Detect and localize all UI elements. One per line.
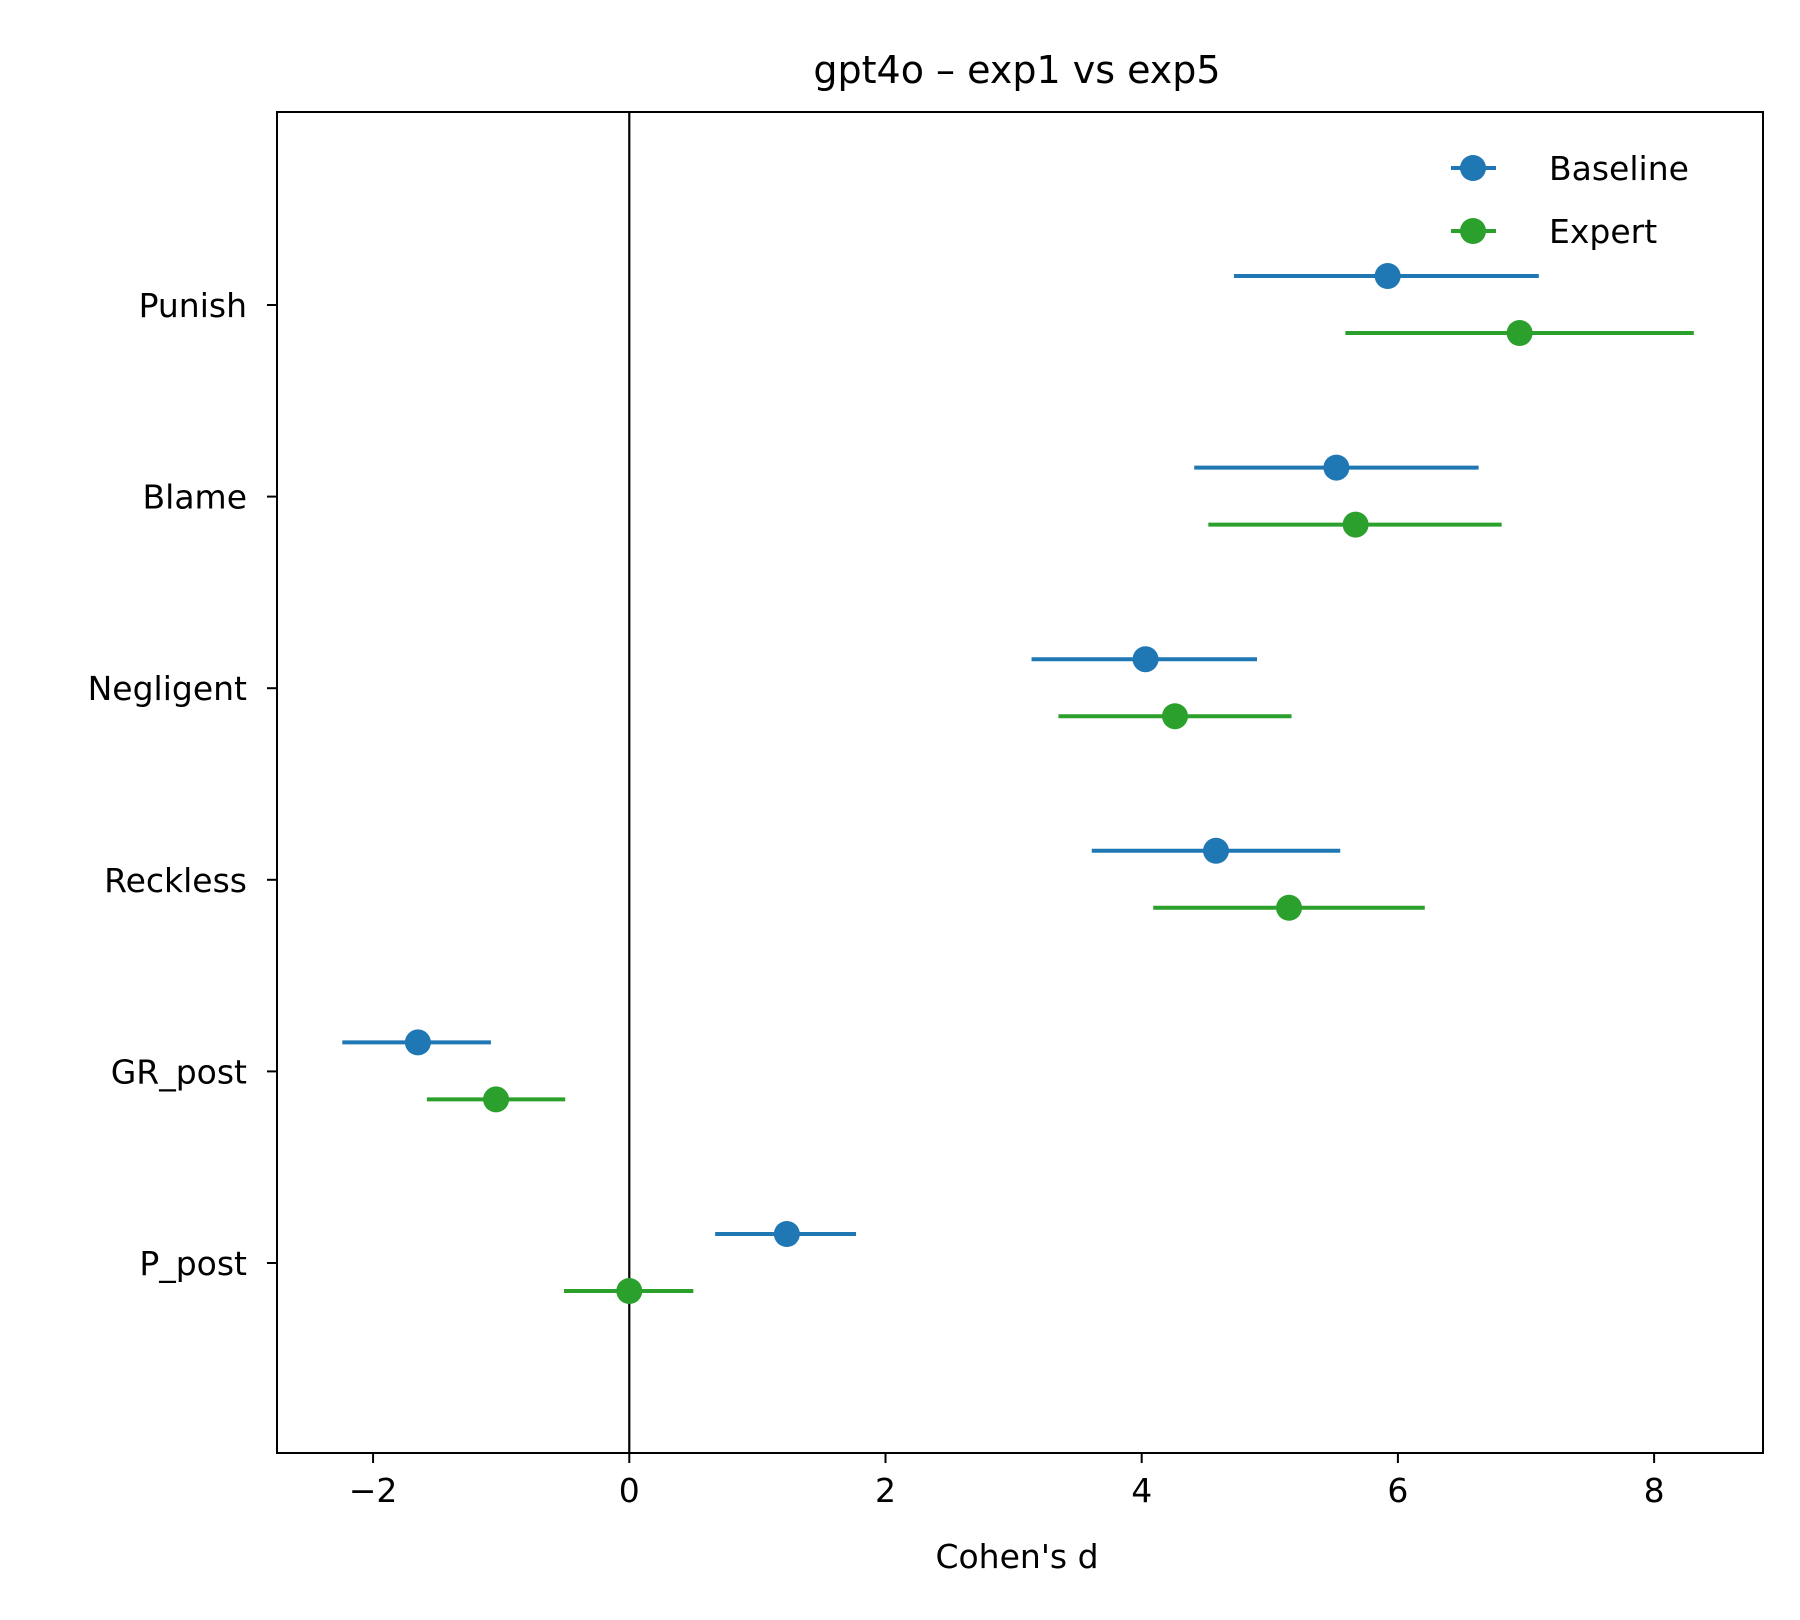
plot-frame xyxy=(276,111,1764,1454)
data-point xyxy=(1132,646,1159,673)
data-point xyxy=(404,1029,431,1056)
data-point xyxy=(1374,263,1401,289)
y-tick-label: Negligent xyxy=(88,669,247,708)
x-tick-label: 0 xyxy=(619,1471,640,1510)
data-point xyxy=(773,1221,800,1247)
x-tick-label: 6 xyxy=(1387,1471,1408,1510)
legend-marker xyxy=(1460,218,1486,244)
chart-title: gpt4o – exp1 vs exp5 xyxy=(813,48,1220,92)
plot-area: −2 0 2 4 6 8 Punish Blame Negligent Reckless GR_po… xyxy=(88,111,1764,1510)
data-point xyxy=(1323,454,1350,481)
y-tick-label: Reckless xyxy=(104,861,247,900)
data-point xyxy=(1162,703,1189,730)
data-point xyxy=(1202,837,1229,864)
data-point xyxy=(483,1086,510,1113)
y-tick-label: GR_post xyxy=(111,1052,247,1091)
data-point xyxy=(1342,511,1369,538)
x-tick-label: 2 xyxy=(875,1471,896,1510)
data-point xyxy=(616,1278,643,1304)
data-point xyxy=(1276,894,1303,921)
data-point xyxy=(1506,320,1533,346)
x-axis-label: Cohen's d xyxy=(935,1537,1098,1576)
y-tick-label: Punish xyxy=(139,286,247,325)
legend-label: Baseline xyxy=(1549,149,1689,188)
x-tick-label: −2 xyxy=(349,1471,398,1510)
x-tick-label: 4 xyxy=(1131,1471,1152,1510)
legend-label: Expert xyxy=(1549,212,1657,251)
x-tick-label: 8 xyxy=(1644,1471,1665,1510)
legend-marker xyxy=(1460,155,1486,181)
y-tick-label: P_post xyxy=(139,1244,247,1283)
y-tick-label: Blame xyxy=(143,478,247,517)
